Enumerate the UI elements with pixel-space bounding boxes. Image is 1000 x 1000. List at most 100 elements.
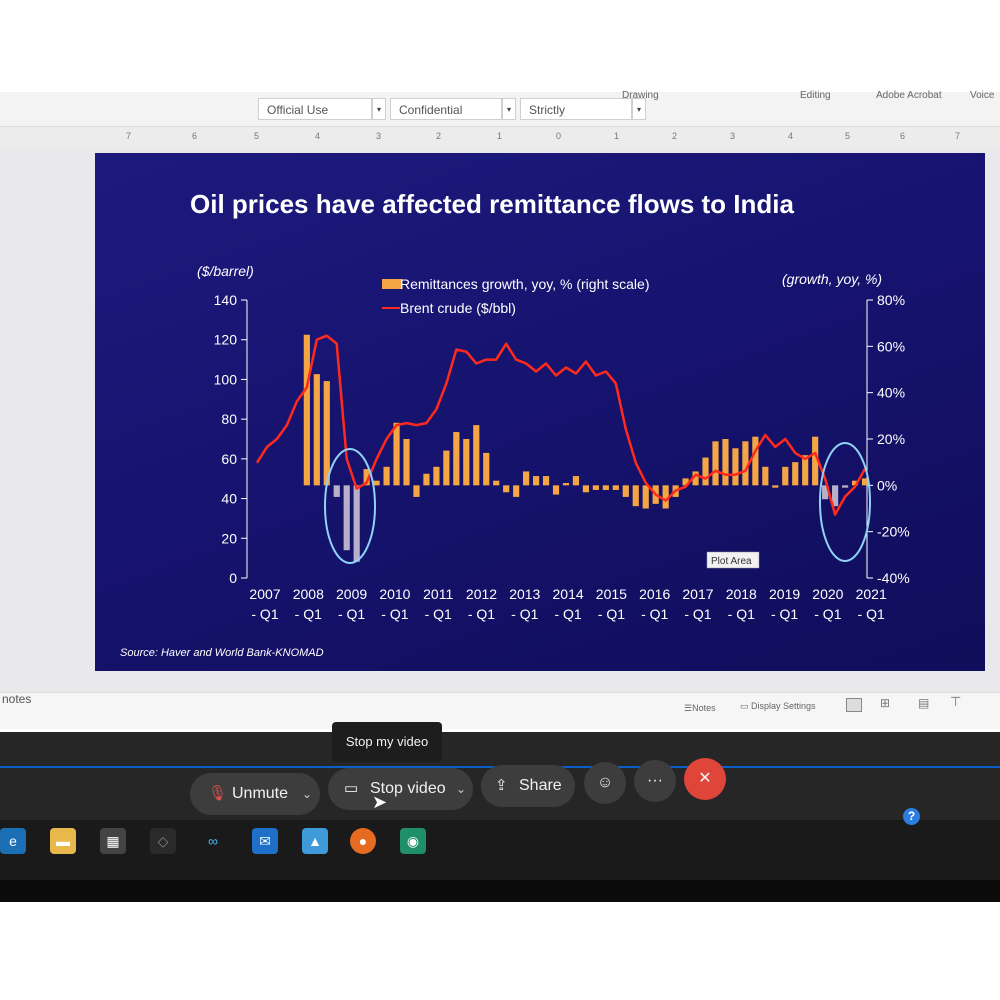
confidential-dropdown[interactable]: ▾ (502, 98, 516, 120)
remittance-bar (562, 483, 570, 486)
ruler-number: 0 (556, 131, 562, 141)
slide-canvas[interactable]: Oil prices have affected remittance flow… (95, 153, 985, 671)
reactions-button[interactable]: ☺ (584, 762, 626, 804)
ruler-number: 1 (497, 131, 503, 141)
remittance-bar (612, 485, 619, 490)
x-tick-year: 2017 (682, 586, 713, 602)
remittance-oil-chart[interactable]: Oil prices have affected remittance flow… (95, 153, 985, 671)
remittance-bar (752, 436, 759, 486)
x-tick-year: 2016 (639, 586, 670, 602)
remittance-bar (861, 478, 869, 486)
infinity-icon[interactable]: ∞ (200, 828, 226, 854)
right-tick-label: 20% (877, 431, 905, 447)
left-tick-label: 0 (229, 570, 237, 586)
remittance-bar (841, 485, 849, 488)
remittance-bar (602, 485, 609, 490)
share-label: Share (519, 777, 562, 794)
stop-video-tooltip: Stop my video (332, 722, 442, 762)
edge-icon[interactable]: e (0, 828, 26, 854)
remittance-bar (572, 476, 580, 486)
mail-icon[interactable]: ✉ (252, 828, 278, 854)
remittance-bar (682, 478, 689, 486)
webex-icon[interactable]: ◉ (400, 828, 426, 854)
slideshow-icon[interactable]: ⊤ (950, 694, 962, 709)
remittance-bar (493, 480, 500, 486)
x-tick-year: 2009 (336, 586, 367, 602)
share-button[interactable]: ⇪ Share (481, 765, 575, 807)
remittance-bar (373, 480, 380, 486)
left-tick-label: 40 (221, 491, 237, 507)
help-icon[interactable]: ? (903, 808, 920, 825)
remittance-bar (622, 485, 629, 497)
photos-icon[interactable]: ▲ (302, 828, 328, 854)
remittance-bar (333, 485, 340, 497)
official-use-dropdown[interactable]: ▾ (372, 98, 386, 120)
more-options-button[interactable]: ··· (634, 760, 676, 802)
remittance-bar (463, 439, 470, 486)
x-tick-label: 2010 - Q1 (379, 586, 410, 622)
right-tick-label: 0% (877, 477, 897, 493)
remittance-bar (443, 450, 450, 486)
dropbox-icon[interactable]: ◇ (150, 828, 176, 854)
x-tick-quarter: - Q1 (425, 606, 452, 622)
chevron-down-icon[interactable]: ⌄ (456, 782, 467, 796)
remittance-bar (732, 448, 739, 486)
ribbon-group-voice: Voice (970, 90, 995, 101)
file-explorer-icon[interactable]: ▬ (50, 828, 76, 854)
stop-video-label: Stop video (370, 780, 446, 797)
firefox-icon[interactable]: ● (350, 828, 376, 854)
ruler-number: 7 (126, 131, 132, 141)
x-tick-quarter: - Q1 (684, 606, 711, 622)
x-tick-year: 2010 (379, 586, 410, 602)
left-tick-label: 120 (214, 332, 238, 348)
reading-view-icon[interactable]: ▤ (918, 696, 930, 710)
remittance-bar (383, 466, 390, 486)
ruler-number: 4 (315, 131, 321, 141)
display-settings-button[interactable]: ▭ Display Settings (740, 701, 816, 712)
remittance-bar (413, 485, 420, 497)
x-tick-label: 2014 - Q1 (553, 586, 584, 622)
right-tick-label: 60% (877, 338, 905, 354)
x-tick-label: 2012 - Q1 (466, 586, 497, 622)
x-tick-label: 2008 - Q1 (293, 586, 324, 622)
remittance-bar (832, 485, 839, 507)
x-tick-quarter: - Q1 (598, 606, 625, 622)
brent-line (255, 334, 867, 516)
x-tick-quarter: - Q1 (728, 606, 755, 622)
official-use-button[interactable]: Official Use (258, 98, 372, 120)
notes-button[interactable]: ☰Notes (684, 703, 716, 714)
ruler-number: 5 (254, 131, 260, 141)
remittance-bar (323, 381, 330, 486)
ruler-number: 6 (192, 131, 198, 141)
strictly-confidential-button[interactable]: Strictly Confidential (520, 98, 632, 139)
ruler-number: 2 (436, 131, 442, 141)
ruler-number: 2 (672, 131, 678, 141)
slide-sorter-icon[interactable]: ⊞ (880, 696, 891, 710)
remittance-bar (742, 441, 749, 486)
normal-view-icon[interactable] (846, 698, 862, 712)
stop-video-button[interactable]: ▭ Stop video ⌄ (328, 768, 473, 810)
left-tick-label: 60 (221, 451, 237, 467)
store-icon[interactable]: ▦ (100, 828, 126, 854)
x-tick-year: 2007 (249, 586, 280, 602)
right-tick-label: 80% (877, 292, 905, 308)
notes-label: notes (2, 692, 32, 706)
right-tick-label: 40% (877, 385, 905, 401)
remittance-bar (782, 466, 789, 486)
left-tick-label: 140 (214, 292, 238, 308)
confidential-button[interactable]: Confidential (390, 98, 502, 120)
ruler: 7 6 5 4 3 2 1 0 1 2 3 4 5 6 7 (0, 127, 1000, 148)
remittance-bar (792, 462, 799, 486)
x-tick-year: 2019 (769, 586, 800, 602)
leave-meeting-button[interactable]: ✕ (684, 758, 726, 800)
x-tick-quarter: - Q1 (338, 606, 365, 622)
unmute-button[interactable]: 🎙 Unmute ⌄ (190, 773, 320, 815)
remittance-bar (582, 485, 590, 493)
plot-area-tooltip: Plot Area (711, 556, 752, 567)
x-tick-label: 2007 - Q1 (249, 586, 280, 622)
strictly-confidential-dropdown[interactable]: ▾ (632, 98, 646, 120)
chevron-down-icon[interactable]: ⌄ (302, 787, 313, 801)
x-tick-label: 2015 - Q1 (596, 586, 627, 622)
x-tick-label: 2013 - Q1 (509, 586, 540, 622)
x-tick-year: 2018 (726, 586, 757, 602)
